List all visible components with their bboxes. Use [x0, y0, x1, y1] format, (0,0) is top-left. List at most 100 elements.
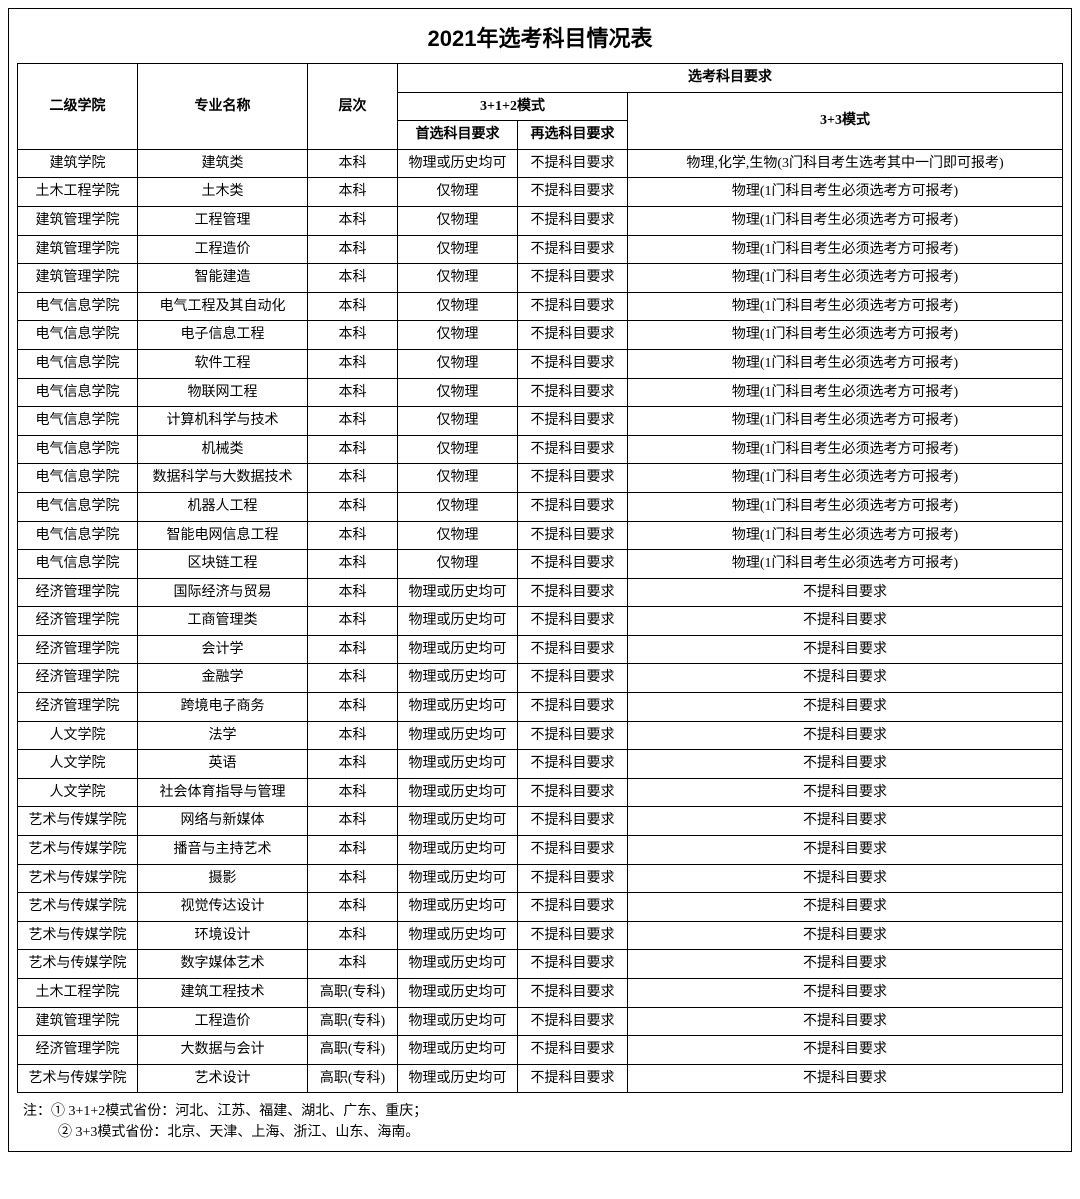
cell-first: 仅物理	[398, 321, 518, 350]
cell-major: 摄影	[138, 864, 308, 893]
cell-second: 不提科目要求	[518, 807, 628, 836]
cell-college: 人文学院	[18, 750, 138, 779]
cell-major: 工程造价	[138, 235, 308, 264]
cell-level: 高职(专科)	[308, 1064, 398, 1093]
cell-first: 物理或历史均可	[398, 635, 518, 664]
cell-college: 人文学院	[18, 721, 138, 750]
header-group-top: 选考科目要求	[398, 64, 1063, 93]
cell-level: 本科	[308, 292, 398, 321]
cell-college: 电气信息学院	[18, 492, 138, 521]
cell-first: 物理或历史均可	[398, 693, 518, 722]
cell-mode33: 物理,化学,生物(3门科目考生选考其中一门即可报考)	[628, 149, 1063, 178]
cell-mode33: 物理(1门科目考生必须选考方可报考)	[628, 521, 1063, 550]
table-row: 经济管理学院金融学本科物理或历史均可不提科目要求不提科目要求	[18, 664, 1063, 693]
cell-first: 物理或历史均可	[398, 578, 518, 607]
table-row: 建筑管理学院工程造价高职(专科)物理或历史均可不提科目要求不提科目要求	[18, 1007, 1063, 1036]
cell-major: 网络与新媒体	[138, 807, 308, 836]
cell-first: 物理或历史均可	[398, 864, 518, 893]
cell-second: 不提科目要求	[518, 464, 628, 493]
cell-level: 本科	[308, 807, 398, 836]
table-row: 电气信息学院数据科学与大数据技术本科仅物理不提科目要求物理(1门科目考生必须选考…	[18, 464, 1063, 493]
cell-second: 不提科目要求	[518, 178, 628, 207]
cell-major: 智能电网信息工程	[138, 521, 308, 550]
cell-college: 土木工程学院	[18, 979, 138, 1008]
cell-second: 不提科目要求	[518, 1064, 628, 1093]
cell-mode33: 不提科目要求	[628, 921, 1063, 950]
cell-level: 本科	[308, 264, 398, 293]
table-row: 人文学院英语本科物理或历史均可不提科目要求不提科目要求	[18, 750, 1063, 779]
cell-major: 国际经济与贸易	[138, 578, 308, 607]
cell-first: 物理或历史均可	[398, 778, 518, 807]
cell-mode33: 物理(1门科目考生必须选考方可报考)	[628, 492, 1063, 521]
cell-major: 大数据与会计	[138, 1036, 308, 1065]
cell-major: 播音与主持艺术	[138, 836, 308, 865]
cell-major: 英语	[138, 750, 308, 779]
cell-major: 机器人工程	[138, 492, 308, 521]
table-row: 经济管理学院跨境电子商务本科物理或历史均可不提科目要求不提科目要求	[18, 693, 1063, 722]
cell-mode33: 物理(1门科目考生必须选考方可报考)	[628, 464, 1063, 493]
header-first-choice: 首选科目要求	[398, 121, 518, 150]
table-row: 土木工程学院土木类本科仅物理不提科目要求物理(1门科目考生必须选考方可报考)	[18, 178, 1063, 207]
table-row: 电气信息学院物联网工程本科仅物理不提科目要求物理(1门科目考生必须选考方可报考)	[18, 378, 1063, 407]
cell-college: 经济管理学院	[18, 664, 138, 693]
cell-college: 艺术与传媒学院	[18, 893, 138, 922]
cell-major: 电子信息工程	[138, 321, 308, 350]
cell-second: 不提科目要求	[518, 836, 628, 865]
cell-first: 仅物理	[398, 435, 518, 464]
cell-mode33: 不提科目要求	[628, 1007, 1063, 1036]
cell-college: 经济管理学院	[18, 635, 138, 664]
cell-level: 本科	[308, 235, 398, 264]
header-college: 二级学院	[18, 64, 138, 150]
cell-level: 本科	[308, 378, 398, 407]
cell-first: 仅物理	[398, 407, 518, 436]
cell-level: 本科	[308, 321, 398, 350]
cell-second: 不提科目要求	[518, 578, 628, 607]
cell-first: 仅物理	[398, 349, 518, 378]
table-row: 电气信息学院机械类本科仅物理不提科目要求物理(1门科目考生必须选考方可报考)	[18, 435, 1063, 464]
cell-level: 本科	[308, 750, 398, 779]
cell-first: 物理或历史均可	[398, 664, 518, 693]
cell-level: 本科	[308, 435, 398, 464]
table-row: 艺术与传媒学院网络与新媒体本科物理或历史均可不提科目要求不提科目要求	[18, 807, 1063, 836]
cell-major: 计算机科学与技术	[138, 407, 308, 436]
cell-mode33: 不提科目要求	[628, 807, 1063, 836]
table-row: 电气信息学院智能电网信息工程本科仅物理不提科目要求物理(1门科目考生必须选考方可…	[18, 521, 1063, 550]
cell-major: 物联网工程	[138, 378, 308, 407]
table-row: 经济管理学院国际经济与贸易本科物理或历史均可不提科目要求不提科目要求	[18, 578, 1063, 607]
cell-major: 建筑类	[138, 149, 308, 178]
table-row: 艺术与传媒学院播音与主持艺术本科物理或历史均可不提科目要求不提科目要求	[18, 836, 1063, 865]
cell-major: 电气工程及其自动化	[138, 292, 308, 321]
footnote-line-2: ② 3+3模式省份：北京、天津、上海、浙江、山东、海南。	[23, 1122, 1057, 1143]
cell-first: 仅物理	[398, 550, 518, 579]
cell-second: 不提科目要求	[518, 149, 628, 178]
cell-level: 本科	[308, 950, 398, 979]
cell-level: 本科	[308, 178, 398, 207]
cell-level: 本科	[308, 464, 398, 493]
cell-second: 不提科目要求	[518, 893, 628, 922]
cell-level: 高职(专科)	[308, 1036, 398, 1065]
cell-first: 仅物理	[398, 235, 518, 264]
cell-first: 仅物理	[398, 521, 518, 550]
cell-mode33: 不提科目要求	[628, 721, 1063, 750]
cell-college: 经济管理学院	[18, 578, 138, 607]
cell-major: 数字媒体艺术	[138, 950, 308, 979]
cell-major: 会计学	[138, 635, 308, 664]
cell-mode33: 物理(1门科目考生必须选考方可报考)	[628, 235, 1063, 264]
cell-mode33: 不提科目要求	[628, 979, 1063, 1008]
cell-first: 物理或历史均可	[398, 807, 518, 836]
cell-second: 不提科目要求	[518, 607, 628, 636]
cell-first: 物理或历史均可	[398, 750, 518, 779]
cell-first: 物理或历史均可	[398, 836, 518, 865]
cell-first: 仅物理	[398, 264, 518, 293]
cell-mode33: 物理(1门科目考生必须选考方可报考)	[628, 407, 1063, 436]
cell-mode33: 不提科目要求	[628, 664, 1063, 693]
table-row: 艺术与传媒学院艺术设计高职(专科)物理或历史均可不提科目要求不提科目要求	[18, 1064, 1063, 1093]
table-row: 建筑学院建筑类本科物理或历史均可不提科目要求物理,化学,生物(3门科目考生选考其…	[18, 149, 1063, 178]
cell-college: 建筑管理学院	[18, 235, 138, 264]
cell-second: 不提科目要求	[518, 921, 628, 950]
cell-second: 不提科目要求	[518, 378, 628, 407]
cell-level: 本科	[308, 864, 398, 893]
cell-major: 跨境电子商务	[138, 693, 308, 722]
cell-second: 不提科目要求	[518, 979, 628, 1008]
cell-major: 软件工程	[138, 349, 308, 378]
